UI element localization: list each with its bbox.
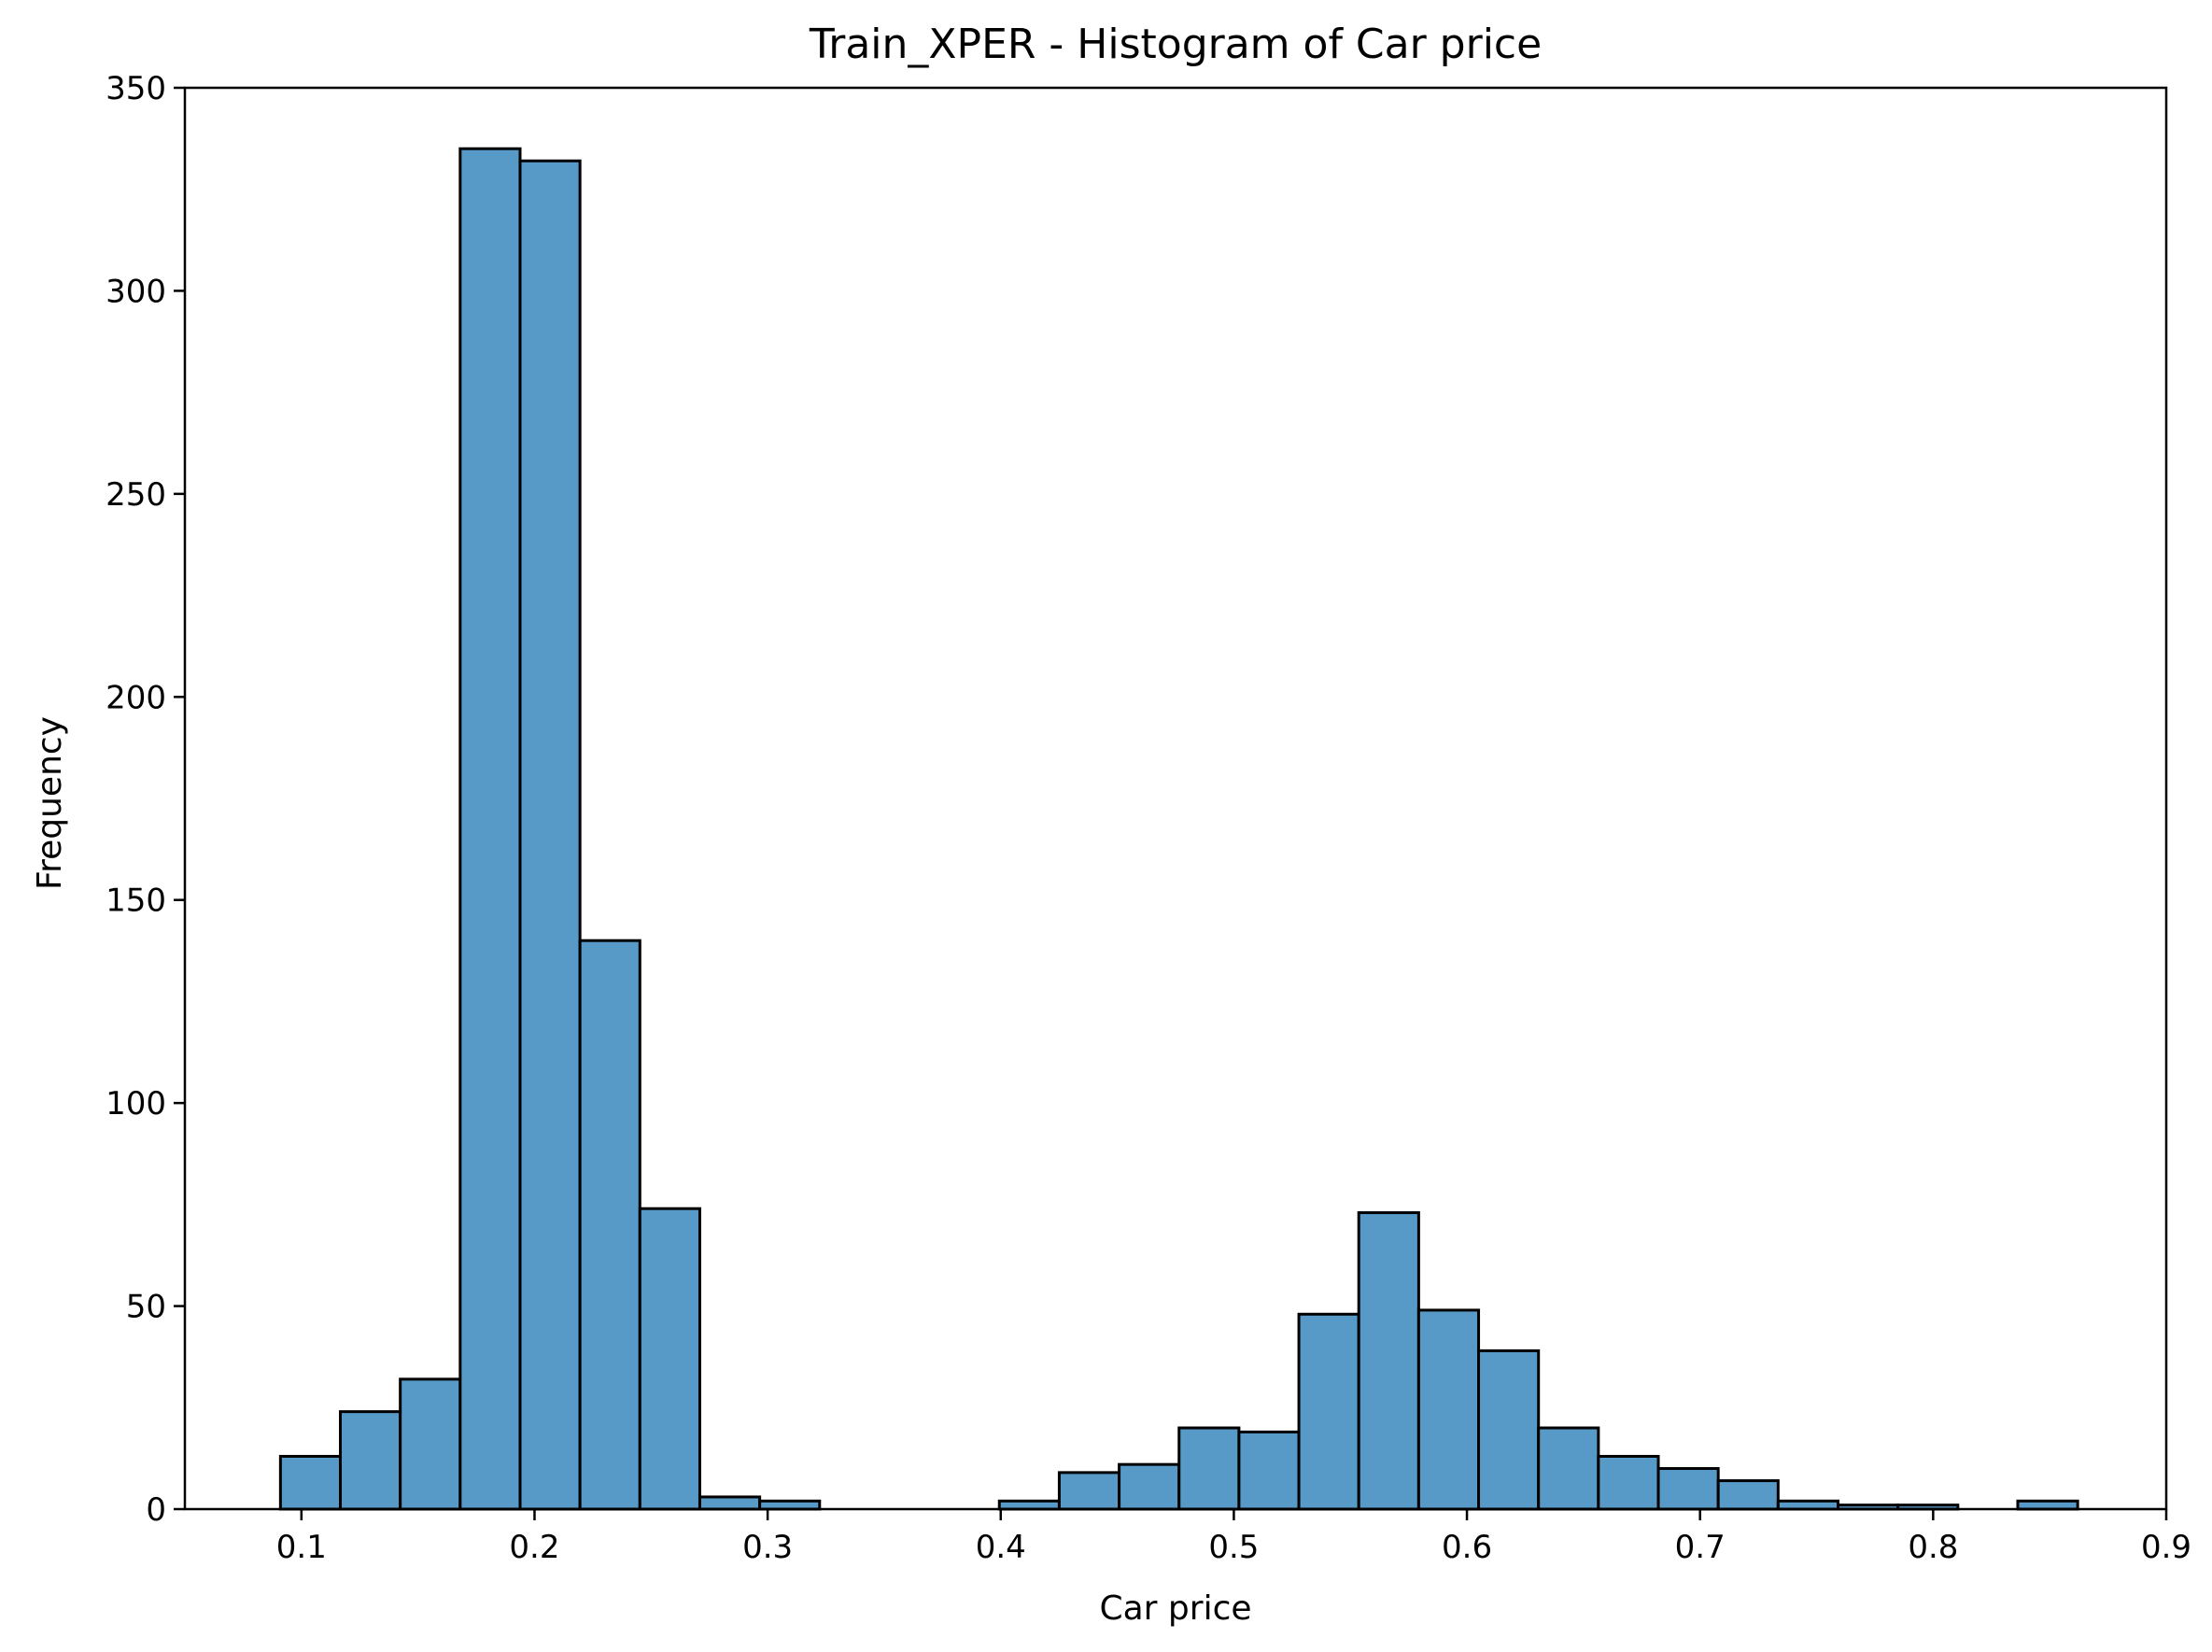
histogram-bar-17 — [1297, 1312, 1360, 1511]
x-axis-label: Car price — [1099, 1589, 1251, 1628]
histogram-bar-5 — [578, 939, 641, 1511]
histogram-bar-24 — [1716, 1479, 1780, 1511]
y-tick-label-5: 250 — [106, 476, 166, 514]
x-tick-label-2: 0.3 — [742, 1529, 793, 1566]
histogram-bar-21 — [1537, 1426, 1600, 1511]
histogram-bar-23 — [1656, 1467, 1720, 1511]
histogram-bar-4 — [518, 159, 582, 1511]
histogram-bar-8 — [758, 1499, 822, 1511]
histogram-bar-14 — [1118, 1462, 1181, 1511]
y-tick-label-2: 100 — [106, 1085, 166, 1123]
x-tick-label-5: 0.6 — [1442, 1529, 1492, 1566]
plot-area-frame — [183, 86, 2168, 1511]
bars-group — [278, 147, 2079, 1511]
x-tick-label-4: 0.5 — [1208, 1529, 1259, 1566]
y-tick-label-1: 50 — [126, 1289, 166, 1326]
x-tick-label-6: 0.7 — [1675, 1529, 1726, 1566]
histogram-bar-12 — [997, 1499, 1061, 1511]
y-tick-label-0: 0 — [146, 1491, 166, 1529]
x-tick-label-1: 0.2 — [509, 1529, 559, 1566]
histogram-bar-16 — [1237, 1430, 1301, 1511]
y-tick-label-7: 350 — [106, 70, 166, 107]
histogram-bar-22 — [1597, 1454, 1660, 1511]
histogram-bar-0 — [278, 1454, 343, 1511]
x-tick-label-0: 0.1 — [276, 1529, 327, 1566]
chart-title: Train_XPER - Histogram of Car price — [809, 21, 1542, 68]
histogram-bar-25 — [1776, 1499, 1839, 1511]
x-tick-label-7: 0.8 — [1908, 1529, 1958, 1566]
histogram-bar-15 — [1177, 1426, 1241, 1511]
histogram-bar-3 — [458, 147, 522, 1511]
histogram-bar-2 — [399, 1377, 462, 1511]
y-axis-ticks: 0 50 100 150 200 250 300 350 — [106, 70, 185, 1529]
histogram-bar-19 — [1416, 1308, 1481, 1511]
x-tick-label-8: 0.9 — [2141, 1529, 2191, 1566]
y-tick-label-6: 300 — [106, 273, 166, 310]
histogram-bar-1 — [339, 1410, 402, 1511]
histogram-bar-6 — [638, 1207, 701, 1511]
x-tick-label-3: 0.4 — [976, 1529, 1026, 1566]
y-axis-label: Frequency — [31, 716, 69, 890]
histogram-bar-13 — [1057, 1471, 1121, 1511]
histogram-bar-20 — [1477, 1348, 1541, 1511]
y-tick-label-4: 200 — [106, 679, 166, 716]
histogram-bar-29 — [2016, 1499, 2079, 1511]
histogram-bar-7 — [697, 1495, 762, 1511]
histogram-bar-18 — [1357, 1211, 1420, 1511]
x-axis-ticks: 0.1 0.2 0.3 0.4 0.5 0.6 0.7 0.8 0.9 — [276, 1509, 2191, 1566]
y-tick-label-3: 150 — [106, 882, 166, 920]
